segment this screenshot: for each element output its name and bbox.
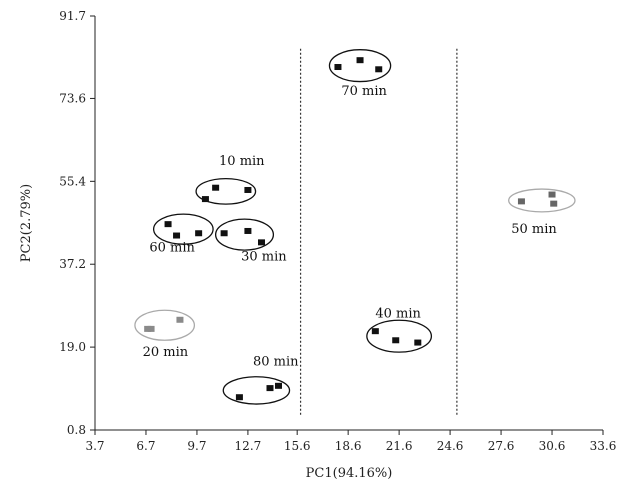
cluster-ellipse — [152, 213, 214, 245]
cluster-labels: 10 min 60 min 30 min 20 min 80 min 70 min 40 m… — [143, 84, 558, 369]
x-tick-label: 9.7 — [187, 439, 206, 453]
data-point — [274, 382, 282, 389]
cluster-label: 50 min — [511, 222, 557, 237]
y-axis-label: PC2(2.79%) — [19, 184, 34, 262]
cluster-ellipse — [195, 177, 257, 205]
data-point — [258, 239, 266, 246]
data-point — [235, 394, 243, 401]
data-point — [176, 316, 184, 323]
x-tick-label: 18.6 — [335, 439, 362, 453]
data-point — [550, 200, 558, 207]
data-point — [414, 339, 422, 346]
y-tick-label: 19.0 — [59, 340, 86, 354]
y-tick-label: 73.6 — [59, 91, 86, 105]
data-point — [212, 184, 220, 191]
data-point — [356, 57, 364, 64]
x-tick-label: 24.6 — [437, 439, 464, 453]
data-point — [220, 230, 228, 237]
data-point — [371, 328, 379, 335]
y-tick-label: 37.2 — [59, 257, 86, 271]
x-tick-label: 30.6 — [539, 439, 566, 453]
x-tick-label: 12.7 — [235, 439, 262, 453]
cluster-ellipse — [328, 49, 392, 83]
y-tick-label: 91.7 — [59, 9, 86, 23]
data-points — [144, 57, 558, 401]
y-tick-label: 0.8 — [67, 423, 86, 437]
x-ticks: 3.7 6.7 9.7 12.7 15.6 18.6 21.6 24.6 27.6 30.6 33.… — [85, 430, 616, 453]
cluster-label: 20 min — [143, 345, 189, 360]
data-point — [147, 325, 155, 332]
data-point — [244, 186, 252, 193]
cluster-label: 30 min — [241, 250, 287, 265]
y-tick-label: 55.4 — [59, 174, 86, 188]
cluster-label: 40 min — [375, 307, 421, 322]
cluster-ellipse — [214, 218, 275, 251]
axes — [94, 16, 603, 431]
x-axis-label: PC1(94.16%) — [306, 466, 393, 481]
reference-lines — [299, 48, 458, 416]
cluster-label: 70 min — [341, 84, 387, 99]
cluster-label: 80 min — [253, 354, 299, 369]
cluster-label: 10 min — [219, 154, 265, 169]
x-tick-label: 27.6 — [488, 439, 515, 453]
cluster-ellipse — [134, 309, 196, 341]
cluster-ellipse — [366, 319, 433, 353]
data-point — [244, 227, 252, 234]
data-point — [548, 191, 556, 198]
data-point — [164, 221, 172, 228]
data-point — [266, 385, 274, 392]
data-point — [517, 198, 525, 205]
x-tick-label: 21.6 — [386, 439, 413, 453]
data-point — [375, 66, 383, 73]
cluster-ellipse — [508, 188, 576, 213]
cluster-label: 60 min — [149, 240, 195, 255]
data-point — [392, 337, 400, 344]
y-ticks: 0.8 19.0 37.2 55.4 73.6 91.7 — [59, 9, 95, 437]
x-tick-label: 15.6 — [284, 439, 311, 453]
x-tick-label: 6.7 — [136, 439, 155, 453]
data-point — [334, 64, 342, 71]
cluster-ellipses — [134, 49, 576, 405]
cluster-ellipse — [222, 376, 291, 405]
data-point — [173, 232, 181, 239]
data-point — [195, 230, 203, 237]
x-tick-label: 3.7 — [85, 439, 104, 453]
x-tick-label: 33.6 — [590, 439, 617, 453]
data-point — [201, 196, 209, 203]
